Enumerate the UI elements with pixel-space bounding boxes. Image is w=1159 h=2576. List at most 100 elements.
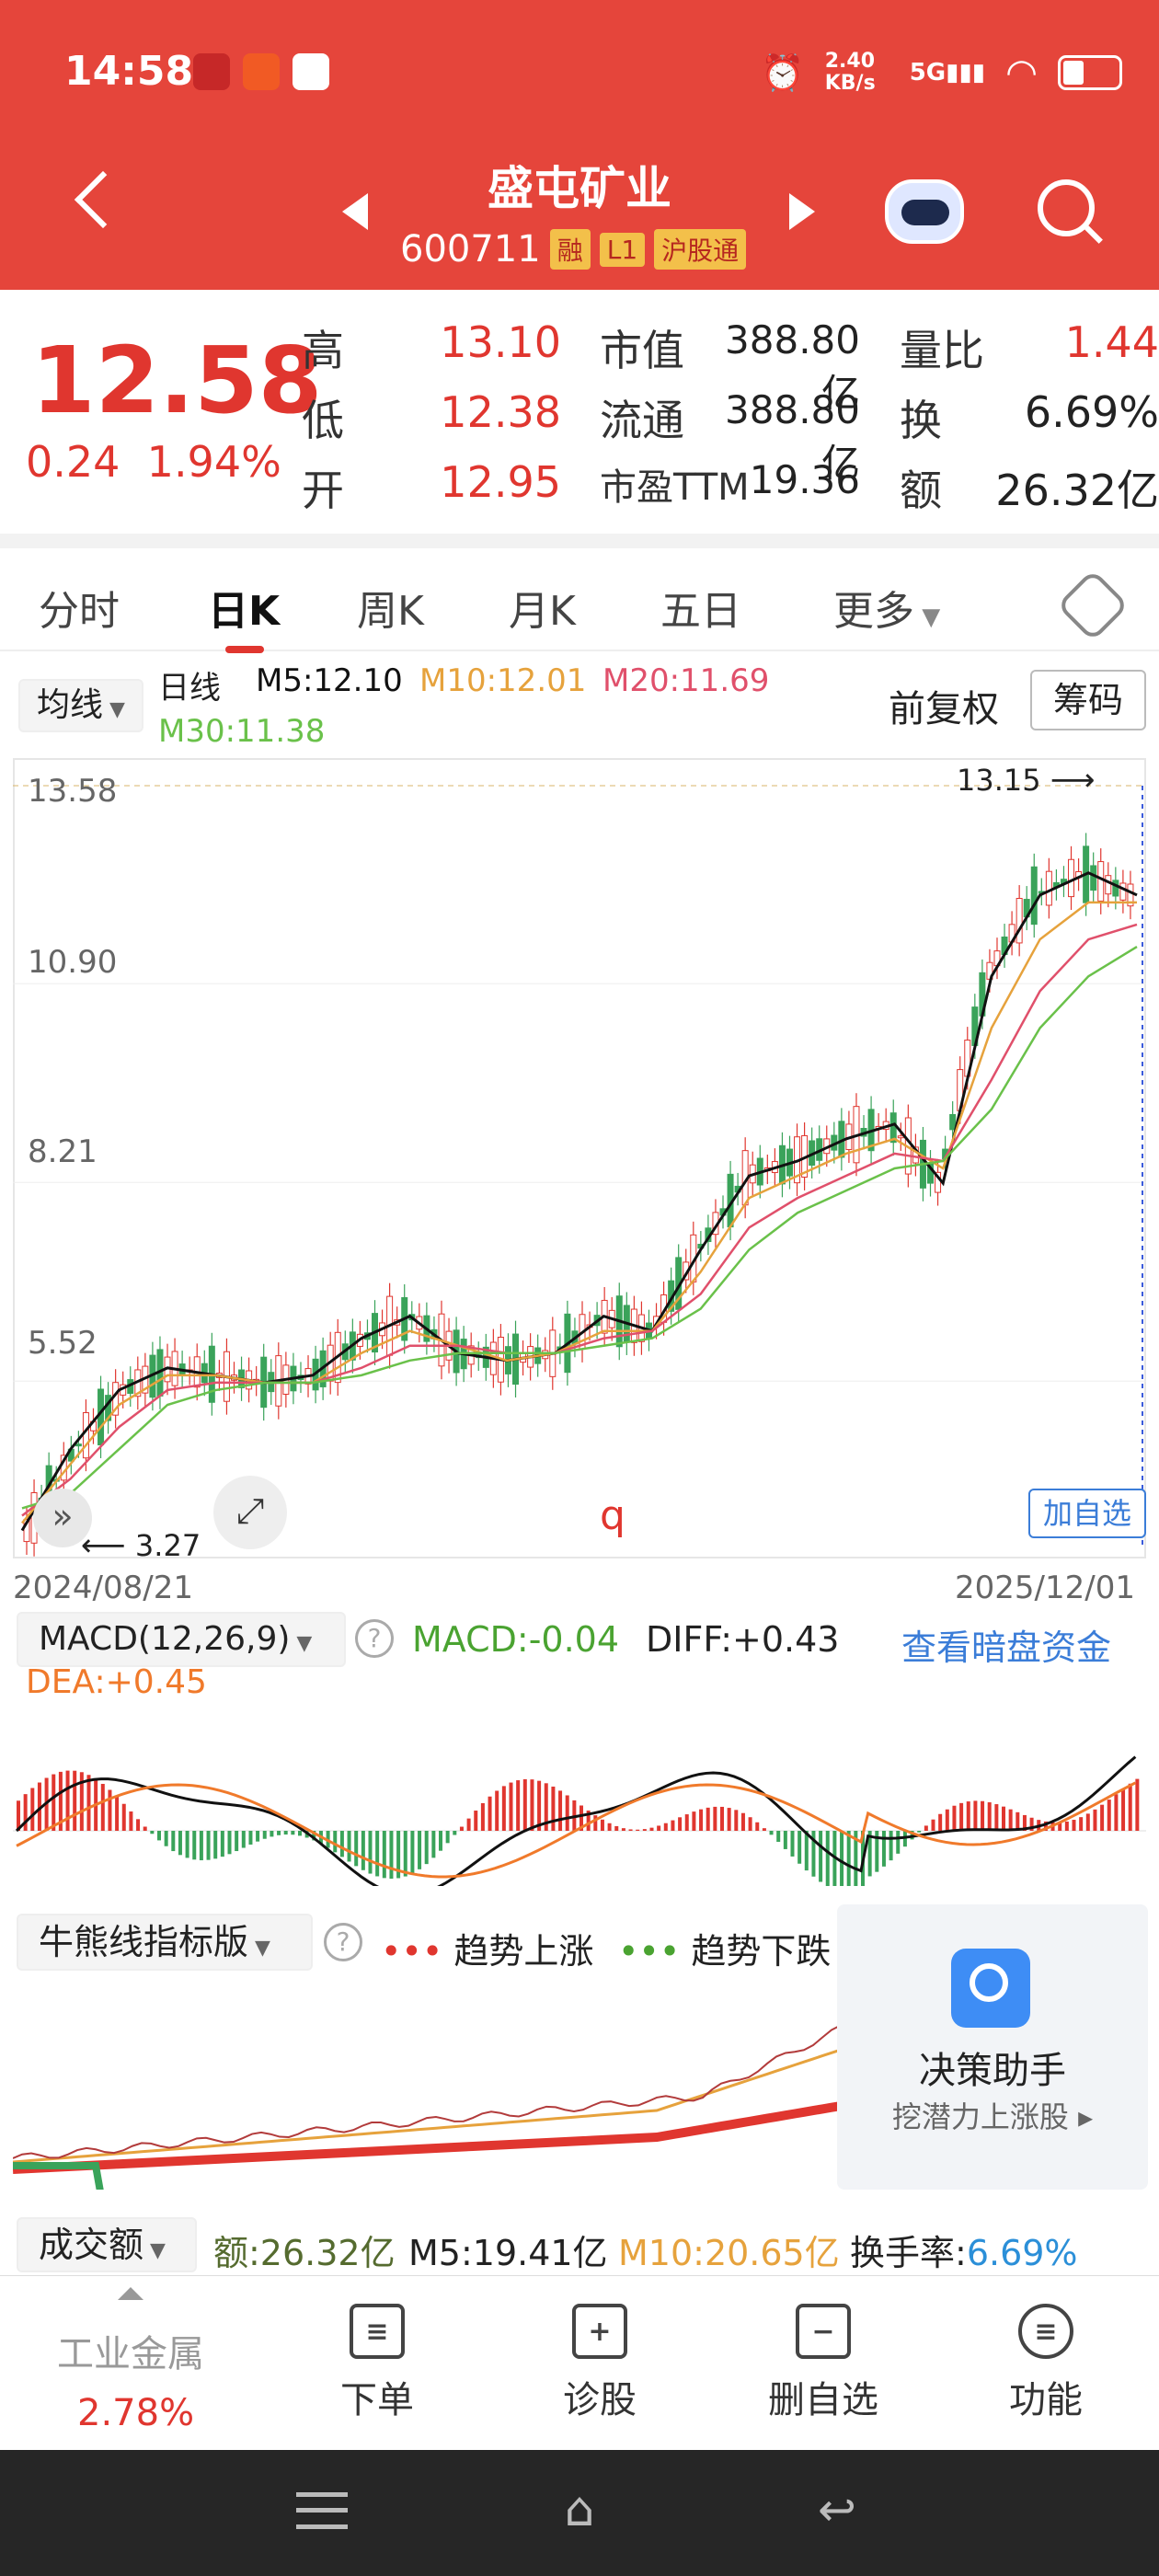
candle xyxy=(1097,861,1105,902)
macd-bar xyxy=(256,1831,260,1842)
recent-apps-icon[interactable] xyxy=(296,2492,348,2529)
robot-assistant-icon[interactable] xyxy=(885,179,964,244)
macd-bar xyxy=(277,1831,281,1835)
value-pe: 19.36 xyxy=(749,457,860,502)
tab-monthly-k[interactable]: 月K xyxy=(509,588,576,635)
candle xyxy=(1045,870,1052,906)
label-amount: 额 xyxy=(900,466,942,515)
tab-weekly-k[interactable]: 周K xyxy=(357,588,424,635)
sector-name[interactable]: 工业金属 xyxy=(57,2333,204,2375)
ma-line-m10 xyxy=(21,901,1137,1524)
macd-bar xyxy=(1128,1783,1132,1831)
section-divider xyxy=(0,534,1159,548)
macd-bar xyxy=(235,1831,239,1852)
macd-bar xyxy=(501,1786,506,1831)
macd-bar xyxy=(586,1810,591,1831)
ma-m20: M20:11.69 xyxy=(602,662,770,699)
macd-bar xyxy=(157,1831,161,1841)
macd-bar xyxy=(565,1795,569,1831)
macd-bar xyxy=(537,1780,542,1831)
assistant-title: 决策助手 xyxy=(919,2050,1066,2092)
macd-bar xyxy=(642,1829,647,1831)
home-icon[interactable]: ⌂ xyxy=(564,2482,595,2537)
macd-bar xyxy=(312,1831,316,1841)
tag-margin: 融 xyxy=(549,229,591,270)
ma-selector[interactable]: 均线 ▼ xyxy=(18,679,143,732)
macd-bar xyxy=(607,1823,612,1831)
macd-bar xyxy=(790,1831,795,1857)
help-icon[interactable]: ? xyxy=(324,1923,362,1961)
macd-bar xyxy=(713,1806,717,1831)
label-low: 低 xyxy=(302,396,344,445)
macd-bar xyxy=(143,1826,147,1831)
expand-left-icon[interactable]: » xyxy=(33,1489,92,1547)
macd-selector[interactable]: MACD(12,26,9) ▼ xyxy=(17,1612,346,1667)
battery-icon xyxy=(1058,55,1122,90)
settings-hexagon-icon[interactable] xyxy=(1056,569,1130,642)
functions-button[interactable]: ≡ 功能 xyxy=(954,2304,1138,2423)
order-button[interactable]: ≡ 下单 xyxy=(285,2304,469,2423)
macd-bar xyxy=(466,1818,471,1831)
volume-amount: 额:26.32亿 xyxy=(213,2233,396,2273)
candle xyxy=(889,1112,897,1144)
add-watchlist-button[interactable]: 加自选 xyxy=(1028,1489,1146,1538)
signal-icon: 5G▮▮▮ xyxy=(909,59,986,86)
candle xyxy=(98,1388,105,1446)
macd-bar xyxy=(1085,1813,1090,1831)
tab-five-day[interactable]: 五日 xyxy=(660,588,741,635)
diagnose-button[interactable]: + 诊股 xyxy=(508,2304,692,2423)
k-line-chart[interactable] xyxy=(13,758,1146,1558)
fullscreen-icon[interactable]: ⤢ xyxy=(213,1476,287,1549)
status-time: 14:58 xyxy=(64,48,194,95)
macd-bar xyxy=(804,1831,809,1871)
macd-bar xyxy=(178,1831,182,1856)
search-icon-handle xyxy=(1084,225,1103,244)
legend-trend-up: ••• 趋势上涨 xyxy=(381,1931,594,1972)
diff-value: DIFF:+0.43 xyxy=(646,1619,840,1660)
candle xyxy=(1105,875,1112,895)
adjust-mode[interactable]: 前复权 xyxy=(889,688,999,730)
next-stock-icon[interactable] xyxy=(789,193,815,230)
prev-stock-icon[interactable] xyxy=(342,193,368,230)
macd-bar xyxy=(79,1772,84,1831)
volume-selector[interactable]: 成交额 ▼ xyxy=(17,2217,197,2272)
expand-up-icon[interactable] xyxy=(118,2287,143,2300)
candle xyxy=(1068,858,1075,898)
tag-l1: L1 xyxy=(599,232,646,267)
bear-segment-line xyxy=(13,2162,104,2190)
help-icon[interactable]: ? xyxy=(355,1619,394,1658)
macd-bar xyxy=(1093,1809,1097,1831)
macd-bar xyxy=(614,1825,619,1831)
macd-chart xyxy=(13,1755,1146,1886)
tab-intraday[interactable]: 分时 xyxy=(39,588,120,635)
dark-pool-link[interactable]: 查看暗盘资金 xyxy=(901,1627,1112,1668)
macd-bar xyxy=(544,1783,548,1831)
macd-bar xyxy=(418,1831,422,1869)
macd-bar xyxy=(23,1794,28,1831)
tab-more[interactable]: 更多 ▼ xyxy=(833,588,941,635)
macd-bar xyxy=(762,1828,766,1831)
remove-watchlist-button[interactable]: − 删自选 xyxy=(731,2304,915,2423)
back-nav-icon[interactable]: ↩ xyxy=(818,2483,856,2536)
macd-bar xyxy=(840,1831,844,1886)
macd-bar xyxy=(333,1831,338,1853)
bull-bear-lines xyxy=(13,2024,841,2190)
chevron-down-icon: ▼ xyxy=(914,604,941,631)
macd-bar xyxy=(459,1826,464,1831)
macd-bar xyxy=(959,1802,964,1831)
decision-assistant-panel[interactable]: 决策助手 挖潜力上涨股 ▸ xyxy=(837,1904,1148,2190)
bull-bear-selector[interactable]: 牛熊线指标版 ▼ xyxy=(17,1914,313,1971)
tab-daily-k[interactable]: 日K xyxy=(208,588,281,635)
macd-bar xyxy=(522,1778,527,1831)
macd-bar xyxy=(129,1811,133,1831)
macd-bar xyxy=(551,1786,556,1831)
value-amount: 26.32亿 xyxy=(995,466,1159,515)
ma-m30: M30:11.38 xyxy=(158,713,326,750)
candle xyxy=(949,1113,957,1131)
macd-bar xyxy=(206,1831,211,1860)
macd-bar xyxy=(1043,1821,1048,1831)
search-icon[interactable] xyxy=(1038,179,1095,236)
chips-button[interactable]: 筹码 xyxy=(1030,670,1146,730)
candle xyxy=(1127,883,1134,907)
macd-bar xyxy=(636,1829,640,1831)
